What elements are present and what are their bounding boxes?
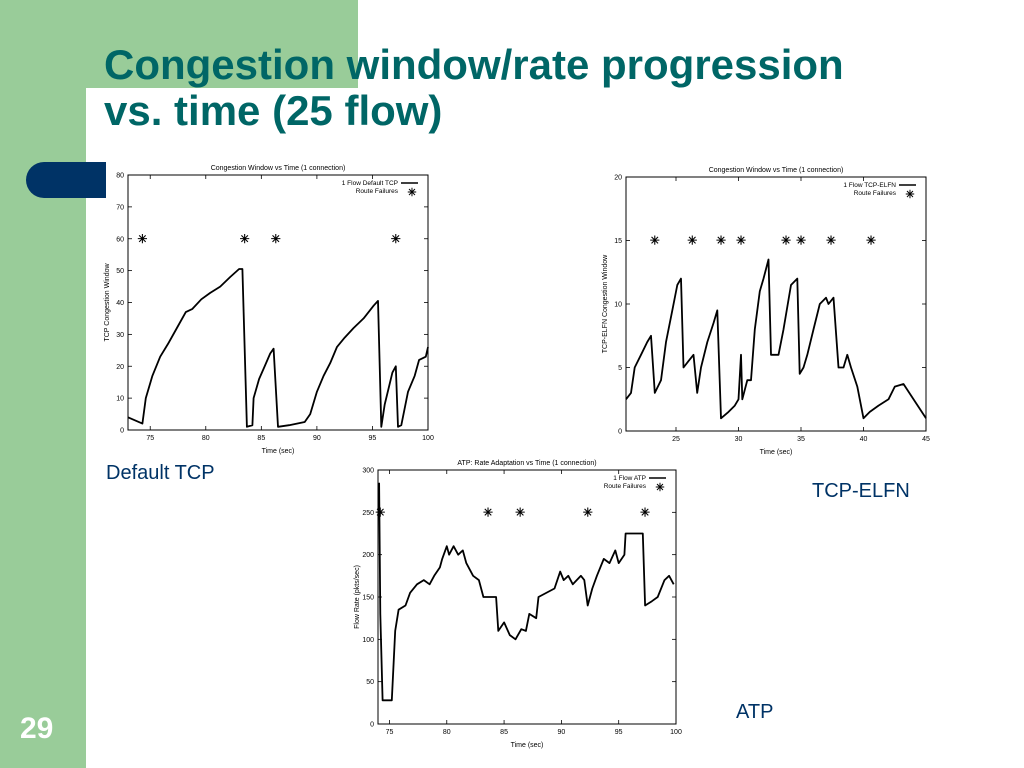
legend-label: 1 Flow ATP (613, 475, 646, 482)
route-failure-marker: ✳ (736, 234, 746, 248)
chart-title: Congestion Window vs Time (1 connection) (211, 165, 346, 172)
x-tick-label: 90 (313, 435, 321, 442)
x-tick-label: 75 (386, 729, 394, 736)
x-tick-label: 100 (670, 729, 682, 736)
y-tick-label: 0 (120, 428, 124, 435)
x-tick-label: 25 (672, 436, 680, 443)
x-tick-label: 95 (615, 729, 623, 736)
chart-title: Congestion Window vs Time (1 connection) (709, 167, 844, 174)
legend-label: Route Failures (604, 483, 647, 490)
y-tick-label: 50 (116, 268, 124, 275)
route-failure-marker: ✳ (640, 505, 650, 519)
y-tick-label: 5 (618, 365, 622, 372)
y-axis-label: TCP-ELFN Congestion Window (602, 254, 609, 353)
y-tick-label: 100 (362, 637, 374, 644)
y-tick-label: 0 (370, 722, 374, 729)
legend-label: Route Failures (854, 190, 897, 197)
route-failure-marker: ✳ (483, 505, 493, 519)
x-tick-label: 95 (369, 435, 377, 442)
legend-label: 1 Flow TCP-ELFN (843, 182, 896, 189)
plot-frame (377, 469, 677, 725)
series-line (378, 482, 675, 702)
legend-label: Route Failures (356, 188, 399, 195)
y-tick-label: 80 (116, 173, 124, 180)
y-axis-label: Flow Rate (pkts/sec) (354, 565, 361, 629)
series-line (127, 268, 429, 428)
caption-tcp-elfn: TCP-ELFN (812, 480, 910, 502)
y-tick-label: 60 (116, 236, 124, 243)
plot-frame (625, 176, 927, 432)
x-axis-label: Time (sec) (760, 449, 793, 456)
slide-title-line2: vs. time (25 flow) (104, 87, 443, 134)
y-tick-label: 0 (618, 429, 622, 436)
x-axis-label: Time (sec) (262, 448, 295, 455)
y-tick-label: 70 (116, 204, 124, 211)
route-failure-marker: ✳ (826, 234, 836, 248)
x-tick-label: 45 (922, 436, 930, 443)
slide-title-line1: Congestion window/rate progression (104, 41, 844, 88)
route-failure-marker: ✳ (866, 234, 876, 248)
x-tick-label: 30 (735, 436, 743, 443)
side-accent-bar (0, 0, 86, 768)
y-tick-label: 250 (362, 510, 374, 517)
route-failure-marker: ✳ (391, 232, 401, 246)
route-failure-marker: ✳ (515, 505, 525, 519)
caption-default-tcp: Default TCP (106, 462, 215, 484)
route-failure-marker: ✳ (781, 234, 791, 248)
y-tick-label: 20 (614, 175, 622, 182)
route-failure-marker: ✳ (375, 505, 385, 519)
y-tick-label: 150 (362, 595, 374, 602)
route-failure-marker: ✳ (796, 234, 806, 248)
x-tick-label: 85 (500, 729, 508, 736)
y-tick-label: 30 (116, 332, 124, 339)
y-tick-label: 300 (362, 468, 374, 475)
x-tick-label: 75 (146, 435, 154, 442)
navy-tab-decoration (26, 162, 106, 198)
chart-tcp-elfn: Congestion Window vs Time (1 connection)… (602, 167, 930, 456)
series-line (625, 258, 927, 420)
route-failure-marker: ✳ (583, 505, 593, 519)
slide-number: 29 (20, 712, 54, 745)
y-tick-label: 15 (614, 238, 622, 245)
y-tick-label: 10 (116, 396, 124, 403)
chart-default-tcp: Congestion Window vs Time (1 connection)… (104, 165, 434, 455)
legend-marker-swatch: ✳ (655, 482, 664, 494)
x-tick-label: 90 (557, 729, 565, 736)
route-failure-marker: ✳ (271, 232, 281, 246)
y-tick-label: 10 (614, 302, 622, 309)
x-tick-label: 100 (422, 435, 434, 442)
slide-title: Congestion window/rate progression vs. t… (104, 42, 844, 134)
legend-marker-swatch: ✳ (905, 189, 914, 201)
route-failure-marker: ✳ (137, 232, 147, 246)
legend-marker-swatch: ✳ (407, 187, 416, 199)
y-tick-label: 50 (366, 679, 374, 686)
chart-title: ATP: Rate Adaptation vs Time (1 connecti… (457, 460, 596, 467)
route-failure-marker: ✳ (650, 234, 660, 248)
plot-frame (127, 174, 429, 431)
x-tick-label: 80 (443, 729, 451, 736)
y-tick-label: 20 (116, 364, 124, 371)
route-failure-marker: ✳ (240, 232, 250, 246)
x-tick-label: 40 (860, 436, 868, 443)
chart-atp: ATP: Rate Adaptation vs Time (1 connecti… (354, 460, 682, 749)
x-tick-label: 35 (797, 436, 805, 443)
y-axis-label: TCP Congestion Window (104, 263, 111, 342)
y-tick-label: 40 (116, 300, 124, 307)
route-failure-marker: ✳ (687, 234, 697, 248)
x-axis-label: Time (sec) (511, 742, 544, 749)
legend-label: 1 Flow Default TCP (342, 180, 398, 187)
caption-atp: ATP (736, 701, 774, 723)
x-tick-label: 85 (257, 435, 265, 442)
y-tick-label: 200 (362, 552, 374, 559)
x-tick-label: 80 (202, 435, 210, 442)
route-failure-marker: ✳ (716, 234, 726, 248)
